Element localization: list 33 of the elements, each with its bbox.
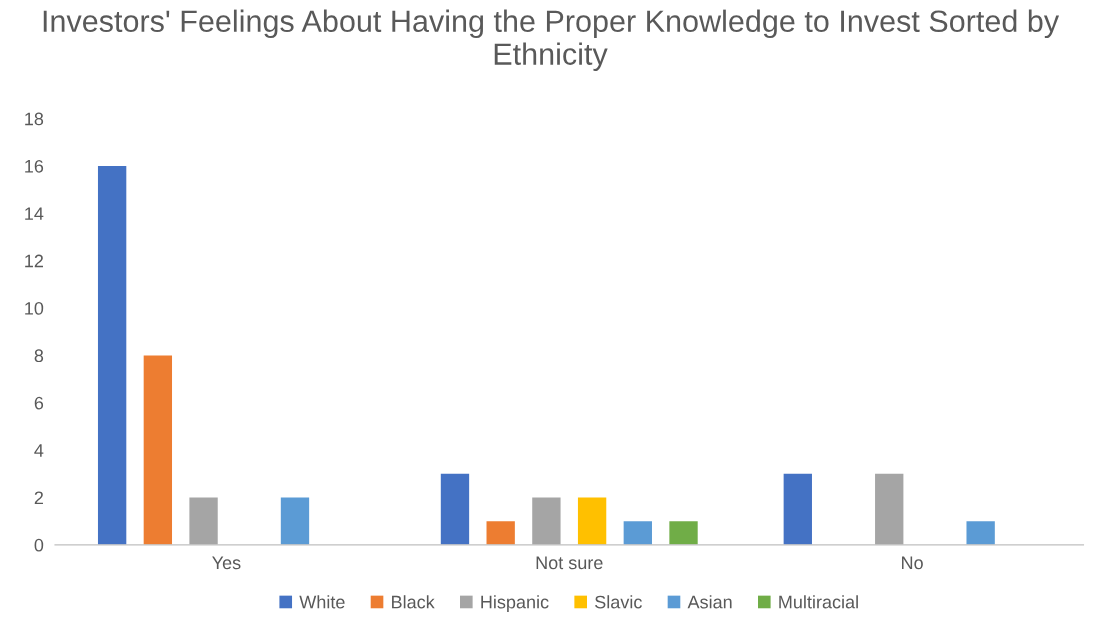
bar [440,473,470,545]
x-tick-label: Not sure [536,556,603,570]
x-tick-label: Yes [212,556,241,570]
bar [623,521,652,545]
bar [875,473,904,545]
y-tick-label: 14 [25,207,44,220]
chart-title: Investors' Feelings About Having the Proper Knowledge to Invest Sorted by Ethnicity [43,9,1060,72]
y-tick-label: 16 [25,159,44,173]
legend-label: Asian [687,595,732,609]
y-tick-label: 18 [25,112,44,126]
bar [577,497,607,545]
y-tick-label: 6 [34,396,44,410]
legend-label: Multiracial [779,595,858,609]
x-tick-label: No [902,556,923,570]
y-tick-label: 2 [34,491,43,505]
legend-label: Slavic [595,595,642,609]
bar [783,473,812,545]
y-tick-label: 12 [25,254,43,268]
bar [669,521,698,545]
y-tick-label: 8 [34,349,44,363]
legend-label: White [299,595,345,609]
y-tick-label: 10 [25,301,44,315]
bar [97,165,127,545]
legend-label: Hispanic [481,595,549,613]
bar [143,355,173,545]
legend-label: Black [392,595,435,609]
bar [280,497,310,545]
bar [189,497,218,545]
bar [532,497,561,545]
y-tick-label: 4 [34,444,44,457]
y-tick-label: 0 [34,538,44,552]
bar [486,521,515,545]
bar [966,521,995,545]
